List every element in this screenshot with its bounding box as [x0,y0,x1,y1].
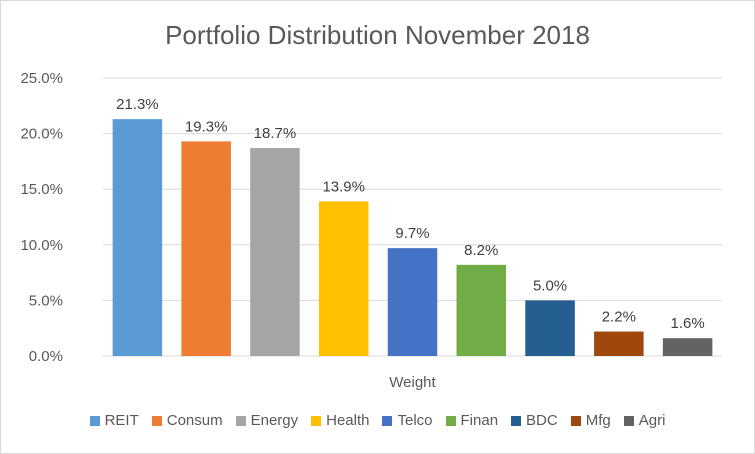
data-label: 13.9% [322,178,365,195]
bar-energy [250,148,300,356]
bar-telco [387,248,438,356]
data-label: 8.2% [464,242,498,259]
legend-item-health: Health [311,412,369,429]
legend-swatch [382,415,393,426]
legend-label: REIT [104,412,139,429]
bar-reit [112,119,163,356]
legend-swatch [570,415,581,426]
legend-swatch [235,415,246,426]
legend-swatch [311,415,322,426]
data-label: 18.7% [254,125,297,142]
legend-label: BDC [526,412,558,429]
legend-swatch [89,415,100,426]
legend-swatch [445,415,456,426]
chart-title: Portfolio Distribution November 2018 [165,20,590,50]
y-tick-label: 5.0% [29,292,63,309]
x-axis-label: Weight [389,374,436,391]
data-label: 2.2% [602,309,636,326]
chart-legend: REIT Consum Energy Health Telco Finan BDC Mfg Ag… [0,412,755,429]
legend-label: Agri [638,412,666,429]
legend-item-energy: Energy [235,412,299,429]
data-label: 19.3% [185,118,228,135]
legend-item-bdc: BDC [511,412,558,429]
legend-label: Health [326,412,370,429]
legend-label: Mfg [585,412,611,429]
y-tick-label: 0.0% [29,348,63,365]
data-label: 21.3% [116,96,159,113]
legend-label: Finan [460,412,499,429]
y-tick-label: 25.0% [20,70,63,87]
data-label: 9.7% [395,225,429,242]
bar-bdc [525,300,575,356]
bar-agri [662,338,713,356]
legend-swatch [151,415,162,426]
legend-item-finan: Finan [445,412,499,429]
legend-label: Consum [166,412,223,429]
legend-item-telco: Telco [382,412,433,429]
y-tick-label: 10.0% [20,237,63,254]
bar-consum [181,141,231,356]
legend-swatch [511,415,522,426]
bar-mfg [594,331,644,356]
bar-health [318,201,369,356]
legend-swatch [623,415,634,426]
bar-finan [456,264,507,356]
legend-label: Energy [250,412,299,429]
y-tick-label: 20.0% [20,126,63,143]
legend-item-consum: Consum [151,412,223,429]
legend-item-mfg: Mfg [570,412,611,429]
data-label: 5.0% [533,277,567,294]
data-label: 1.6% [671,315,705,332]
y-tick-label: 15.0% [20,181,63,198]
legend-label: Telco [397,412,433,429]
legend-item-agri: Agri [623,412,666,429]
legend-item-reit: REIT [89,412,139,429]
